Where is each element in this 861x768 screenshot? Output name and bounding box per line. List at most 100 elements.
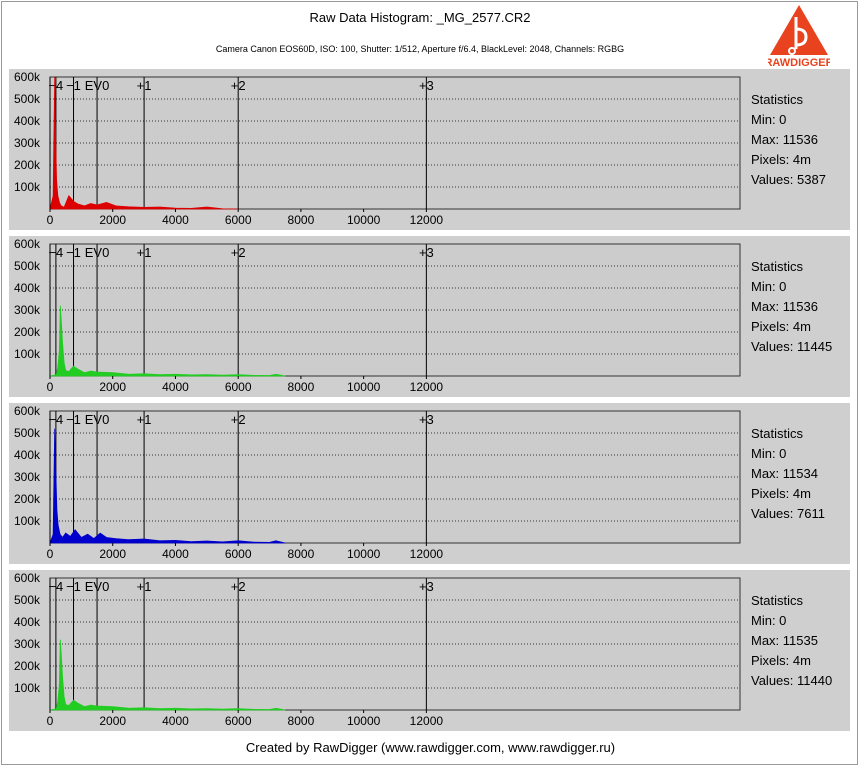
x-tick-label: 0 [47,213,54,227]
histogram-series [49,76,239,210]
statistics-values: Values: 7611 [751,506,825,521]
x-tick-label: 4000 [162,547,189,561]
rawdigger-logo: RAWDIGGER [768,5,830,69]
ev-label: −4 [48,78,63,93]
ev-label: +3 [419,579,434,594]
logo-figure-head [788,47,796,55]
y-tick-label: 600k [14,571,41,585]
x-tick-label: 6000 [225,380,252,394]
x-tick-label: 4000 [162,380,189,394]
y-tick-label: 600k [14,237,41,251]
y-tick-label: 100k [14,347,41,361]
x-tick-label: 12000 [410,213,444,227]
statistics-max: Max: 11535 [751,633,818,648]
y-tick-label: 100k [14,180,41,194]
x-tick-label: 10000 [347,213,381,227]
y-tick-label: 400k [14,281,41,295]
ev-label: +2 [231,78,246,93]
histogram-chart-red: 100k 200k 300k 400k 500k 600k −4 −1 EV0 +1 +2 +3 0 20… [14,70,741,227]
statistics-min: Min: 0 [751,613,787,628]
x-tick-label: 8000 [288,547,315,561]
x-tick-label: 8000 [288,213,315,227]
statistics-box: Statistics Min: 0 Max: 11536 Pixels: 4m … [751,90,826,190]
x-tick-label: 10000 [347,714,381,728]
y-tick-label: 500k [14,92,41,106]
y-tick-label: 300k [14,303,41,317]
ev-label: +1 [137,245,152,260]
ev-label: +3 [419,78,434,93]
ev-label: EV0 [85,78,110,93]
statistics-box: Statistics Min: 0 Max: 11534 Pixels: 4m … [751,424,825,524]
y-tick-label: 400k [14,615,41,629]
ev-label: −4 [48,412,63,427]
logo-text: RAWDIGGER [768,57,830,69]
y-tick-label: 100k [14,681,41,695]
ev-label: −1 [66,78,81,93]
x-tick-label: 2000 [99,380,126,394]
statistics-max: Max: 11536 [751,132,818,147]
page-title: Raw Data Histogram: _MG_2577.CR2 [309,10,531,25]
y-tick-label: 400k [14,448,41,462]
ev-label: −1 [66,412,81,427]
y-tick-label: 300k [14,637,41,651]
statistics-min: Min: 0 [751,112,787,127]
statistics-pixels: Pixels: 4m [751,486,811,501]
y-tick-label: 600k [14,70,41,84]
ev-label: EV0 [85,579,110,594]
statistics-pixels: Pixels: 4m [751,653,811,668]
ev-label: +1 [137,579,152,594]
histogram-panel-green2: 100k 200k 300k 400k 500k 600k −4 −1 EV0 +1 +2 +3 0 20… [9,570,850,731]
statistics-box: Statistics Min: 0 Max: 11535 Pixels: 4m … [751,591,832,691]
statistics-heading: Statistics [751,259,804,274]
histogram-series [49,428,286,544]
histogram-panel-blue: 100k 200k 300k 400k 500k 600k −4 −1 EV0 +1 +2 +3 0 20… [9,403,850,564]
ev-label: +1 [137,412,152,427]
ev-label: +2 [231,412,246,427]
x-tick-label: 0 [47,380,54,394]
statistics-heading: Statistics [751,426,804,441]
statistics-values: Values: 11445 [751,339,833,354]
y-tick-label: 100k [14,514,41,528]
x-tick-label: 4000 [162,213,189,227]
y-tick-label: 200k [14,158,41,172]
histogram-series [49,639,286,711]
statistics-pixels: Pixels: 4m [751,319,811,334]
ev-label: +1 [137,78,152,93]
statistics-values: Values: 5387 [751,172,826,187]
histogram-series [49,305,286,377]
statistics-max: Max: 11534 [751,466,818,481]
histogram-panel-green: 100k 200k 300k 400k 500k 600k −4 −1 EV0 +1 +2 +3 0 20… [9,236,850,397]
histogram-chart-green: 100k 200k 300k 400k 500k 600k −4 −1 EV0 +1 +2 +3 0 20… [14,237,741,394]
page-subtitle: Camera Canon EOS60D, ISO: 100, Shutter: … [215,44,625,54]
histogram-chart-green2: 100k 200k 300k 400k 500k 600k −4 −1 EV0 +1 +2 +3 0 20… [14,571,741,728]
footer-credit: Created by RawDigger (www.rawdigger.com,… [245,740,616,755]
ev-label: +3 [419,245,434,260]
ev-label: −1 [66,579,81,594]
x-tick-label: 10000 [347,547,381,561]
y-tick-label: 300k [14,470,41,484]
y-tick-label: 500k [14,593,41,607]
logo-figure [794,17,808,49]
x-tick-label: 12000 [410,380,444,394]
ev-label: +2 [231,579,246,594]
x-tick-label: 2000 [99,547,126,561]
x-tick-label: 2000 [99,714,126,728]
histogram-chart-blue: 100k 200k 300k 400k 500k 600k −4 −1 EV0 +1 +2 +3 0 20… [14,404,741,561]
x-tick-label: 8000 [288,380,315,394]
y-tick-label: 500k [14,426,41,440]
x-tick-label: 12000 [410,547,444,561]
y-tick-label: 300k [14,136,41,150]
ev-label: EV0 [85,412,110,427]
ev-label: −4 [48,579,63,594]
histogram-panel-red: 100k 200k 300k 400k 500k 600k −4 −1 EV0 +1 +2 +3 0 20… [9,69,850,230]
x-tick-label: 6000 [225,213,252,227]
ev-label: +3 [419,412,434,427]
x-tick-label: 6000 [225,547,252,561]
statistics-pixels: Pixels: 4m [751,152,811,167]
x-tick-label: 4000 [162,714,189,728]
x-tick-label: 6000 [225,714,252,728]
statistics-box: Statistics Min: 0 Max: 11536 Pixels: 4m … [751,257,832,357]
statistics-heading: Statistics [751,593,804,608]
x-tick-label: 10000 [347,380,381,394]
